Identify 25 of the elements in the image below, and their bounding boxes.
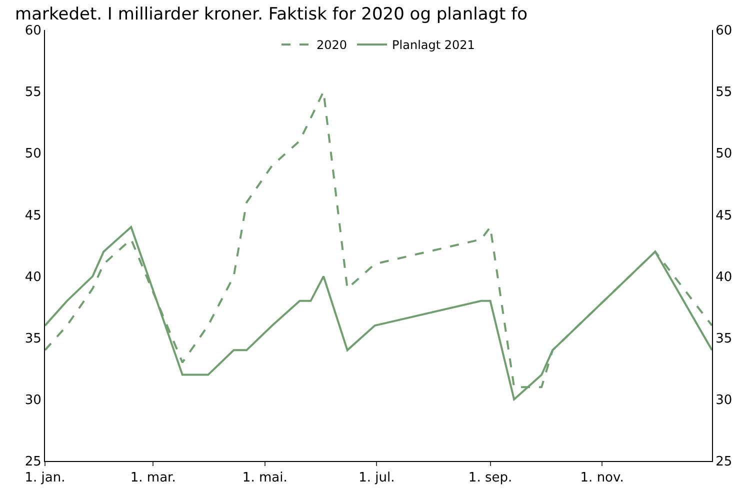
x-tick-label: 1. jul.: [358, 470, 395, 486]
legend-label: Planlagt 2021: [392, 38, 475, 52]
y-tick-label: 55: [24, 85, 42, 100]
y-tick-label: 35: [24, 331, 42, 346]
chart-title: markedet. I milliarder kroner. Faktisk for 2020 og planlagt fo: [15, 4, 528, 24]
x-tick-label: 1. mai.: [242, 470, 288, 486]
y2-tick-label: 30: [716, 392, 732, 408]
y2-tick-label: 55: [716, 85, 732, 100]
y-tick-label: 50: [24, 146, 42, 162]
y-tick-label: 25: [24, 454, 42, 470]
y2-tick-label: 25: [716, 454, 732, 470]
x-tick-label: 1. jan.: [24, 470, 66, 486]
y-tick-label: 30: [24, 392, 42, 408]
x-tick-label: 1. mar.: [130, 470, 176, 486]
x-tick-label: 1. sep.: [468, 470, 512, 486]
y2-tick-label: 50: [716, 146, 732, 162]
y-tick-label: 60: [24, 24, 42, 39]
y2-tick-label: 45: [716, 208, 732, 224]
y2-tick-label: 35: [716, 331, 732, 346]
y2-tick-label: 40: [716, 270, 732, 285]
y-tick-label: 40: [24, 270, 42, 285]
x-tick-label: 1. nov.: [580, 470, 624, 486]
y2-tick-label: 60: [716, 24, 732, 39]
y-tick-label: 45: [24, 208, 42, 224]
legend-label: 2020: [316, 38, 348, 52]
